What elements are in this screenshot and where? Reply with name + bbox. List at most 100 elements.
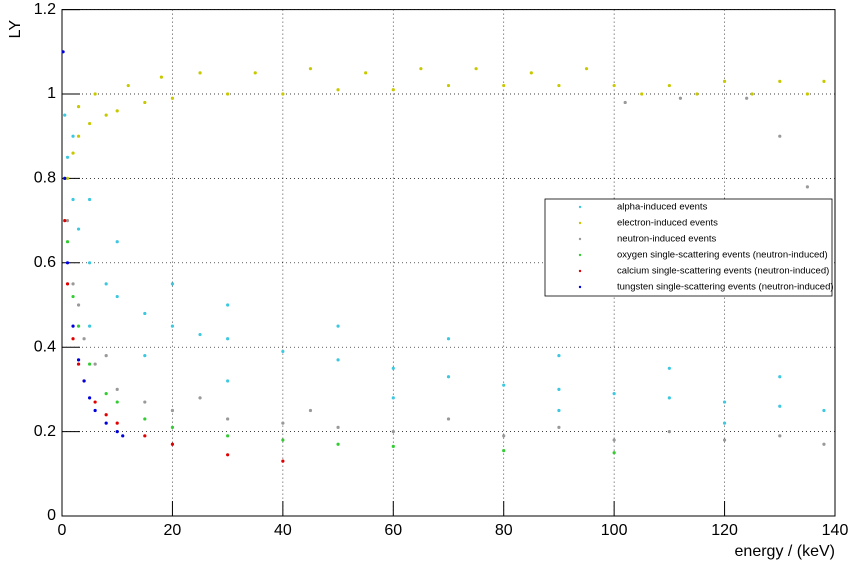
point: [557, 408, 561, 413]
point: [336, 358, 340, 362]
point: [336, 425, 340, 429]
point: [71, 324, 75, 328]
legend-marker: [578, 253, 582, 257]
point: [170, 324, 175, 328]
point: [104, 113, 108, 117]
point: [88, 396, 92, 400]
legend-marker: [578, 237, 582, 241]
point: [65, 155, 70, 159]
point: [584, 67, 589, 71]
point: [612, 451, 616, 455]
point: [143, 400, 147, 404]
point: [115, 294, 119, 299]
point: [667, 83, 671, 88]
point: [65, 176, 70, 180]
point: [778, 404, 782, 408]
point: [446, 337, 451, 341]
point: [65, 240, 70, 244]
x-tick-label: 0: [58, 522, 67, 539]
point: [391, 396, 395, 400]
y-tick-label: 0.6: [34, 254, 56, 271]
point: [446, 83, 451, 88]
point: [557, 354, 561, 358]
point: [65, 219, 70, 223]
point: [226, 303, 230, 307]
point: [502, 448, 506, 453]
point: [71, 197, 75, 202]
point: [778, 79, 782, 83]
y-tick-label: 1.2: [34, 1, 56, 18]
point: [822, 442, 826, 446]
point: [76, 227, 81, 231]
point: [76, 134, 81, 138]
point: [76, 362, 81, 366]
legend-label: oxygen single-scattering events (neutron…: [617, 250, 828, 261]
point: [226, 434, 230, 438]
point: [778, 375, 782, 379]
point: [198, 332, 202, 337]
point: [115, 240, 119, 244]
point: [121, 434, 125, 438]
point: [143, 417, 147, 421]
legend-label: tungsten single-scattering events (neutr…: [617, 282, 834, 293]
point: [667, 366, 671, 370]
point: [88, 324, 92, 328]
point: [82, 337, 86, 341]
legend-label: electron-induced events: [617, 218, 718, 229]
y-tick-label: 1: [47, 85, 56, 102]
point: [104, 354, 108, 358]
point: [745, 96, 749, 100]
point: [391, 430, 395, 434]
point: [71, 282, 75, 286]
y-tick-label: 0: [47, 507, 56, 524]
legend-marker: [578, 285, 582, 289]
point: [143, 311, 147, 316]
point: [76, 358, 81, 362]
point: [391, 366, 395, 370]
point: [76, 324, 81, 328]
point: [93, 92, 97, 96]
point: [61, 50, 65, 54]
point: [88, 362, 92, 366]
point: [805, 185, 809, 189]
point: [557, 425, 561, 429]
point: [805, 92, 809, 96]
point: [115, 430, 119, 434]
point: [612, 392, 616, 396]
legend-label: calcium single-scattering events (neutro…: [617, 266, 829, 277]
point: [822, 408, 826, 413]
point: [143, 434, 147, 438]
point: [612, 438, 616, 442]
x-axis-label: energy / (keV): [735, 543, 835, 560]
point: [446, 375, 451, 379]
point: [71, 151, 75, 155]
point: [170, 96, 175, 100]
point: [364, 71, 368, 75]
point: [170, 282, 175, 286]
point: [143, 100, 147, 105]
point: [65, 282, 70, 286]
point: [695, 92, 699, 96]
point: [159, 75, 163, 79]
point: [198, 396, 202, 400]
point: [93, 362, 97, 366]
point: [750, 92, 754, 96]
point: [88, 261, 92, 265]
x-tick-label: 60: [384, 522, 402, 539]
point: [71, 337, 75, 341]
point: [667, 430, 671, 434]
legend-marker: [578, 221, 582, 225]
point: [170, 425, 175, 429]
point: [143, 354, 147, 358]
point: [336, 88, 340, 92]
point: [104, 282, 108, 286]
legend-box: [544, 198, 833, 297]
point: [82, 379, 86, 383]
point: [502, 383, 506, 387]
x-tick-label: 120: [711, 522, 738, 539]
point: [778, 434, 782, 438]
point: [391, 444, 395, 448]
x-tick-label: 40: [274, 522, 292, 539]
point: [822, 79, 826, 83]
point: [446, 417, 451, 421]
